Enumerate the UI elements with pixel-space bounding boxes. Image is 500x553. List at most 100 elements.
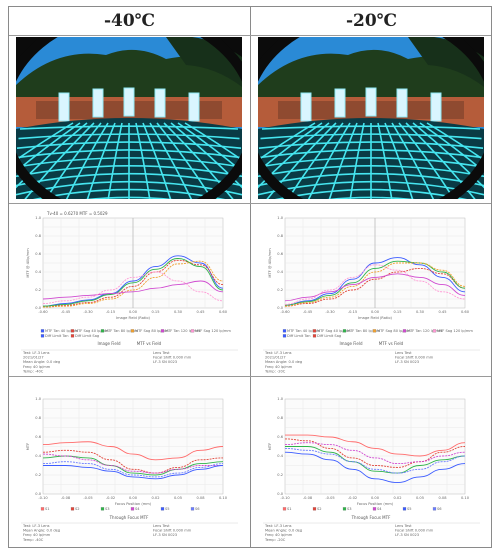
y-tick-label: 0.0 bbox=[35, 492, 41, 496]
legend-label: MTF Tan 120 lp/mm bbox=[407, 329, 443, 333]
series-line bbox=[42, 449, 224, 474]
grid-line-vertical bbox=[177, 122, 242, 173]
info-left-line: Temp: -20C bbox=[264, 369, 286, 373]
y-axis-label: MTF @ 40lp/mm bbox=[26, 248, 30, 278]
y-tick-label: 0.8 bbox=[35, 234, 41, 238]
x-axis-label: Focus Position (mm) bbox=[115, 502, 152, 506]
y-axis-label: MTF @ 40lp/mm bbox=[268, 248, 272, 278]
chart-footer: MTF vs Field bbox=[137, 341, 162, 346]
y-tick-label: 0.0 bbox=[35, 306, 41, 310]
legend-label: S6 bbox=[195, 507, 200, 511]
legend-swatch bbox=[432, 329, 437, 333]
legend-label: S3 bbox=[105, 507, 110, 511]
legend-swatch bbox=[190, 329, 195, 333]
legend-swatch bbox=[100, 507, 105, 511]
grid-line-vertical bbox=[349, 122, 365, 199]
info-left-line: Test: LF-3 Lens bbox=[264, 524, 292, 528]
series-line bbox=[285, 446, 466, 474]
legend-swatch bbox=[160, 329, 165, 333]
pillar bbox=[334, 88, 346, 118]
grid-line-vertical bbox=[426, 122, 484, 161]
y-tick-label: 0.6 bbox=[35, 435, 41, 439]
legend-label: Diff Limit Sag bbox=[317, 334, 341, 338]
info-right-line: Focal Shift 0.000 mm bbox=[153, 356, 192, 360]
legend-swatch bbox=[312, 334, 317, 338]
legend-swatch bbox=[40, 334, 45, 338]
legend-label: Diff Limit Tan bbox=[45, 334, 69, 338]
info-right-line: Lens Test bbox=[395, 524, 412, 528]
y-axis-label: MTF bbox=[268, 443, 272, 450]
y-tick-label: 0.2 bbox=[35, 288, 41, 292]
pillar bbox=[300, 92, 312, 122]
y-tick-label: 0.6 bbox=[277, 252, 283, 256]
field-mtf-chart-minus-40: -0.60 -0.45 -0.30 -0.15 0.00 0.15 0.30 0.45 0.60… bbox=[13, 206, 246, 374]
x-tick-label: 0.30 bbox=[416, 310, 425, 314]
x-tick-label: -0.30 bbox=[325, 310, 335, 314]
y-tick-label: 1.0 bbox=[35, 216, 41, 220]
pillar bbox=[123, 87, 135, 117]
x-tick-label: -0.45 bbox=[61, 310, 70, 314]
legend-swatch bbox=[342, 507, 347, 511]
series-line bbox=[284, 451, 466, 484]
grid-line-vertical bbox=[377, 122, 393, 199]
info-right-line: LF-3 SN 0023 bbox=[395, 360, 419, 364]
x-tick-label: -0.10 bbox=[38, 496, 48, 500]
x-tick-label: 0.15 bbox=[151, 310, 159, 314]
legend-swatch bbox=[40, 329, 45, 333]
grid-line-vertical bbox=[405, 122, 476, 199]
legend-label: S2 bbox=[317, 507, 322, 511]
legend-label: S4 bbox=[377, 507, 382, 511]
legend-swatch bbox=[432, 507, 437, 511]
series-line bbox=[284, 264, 466, 305]
focus-mtf-chart-minus-40: -0.10 -0.08 -0.05 -0.02 0.00 0.02 0.05 0.08 0.10… bbox=[13, 379, 246, 547]
legend-label: Diff Limit Tan bbox=[287, 334, 311, 338]
legend-label: S6 bbox=[437, 507, 442, 511]
info-left-line: Temp: -20C bbox=[264, 538, 286, 542]
legend-label: MTF Sag 80 lp/mm bbox=[377, 329, 411, 333]
y-tick-label: 0.8 bbox=[277, 416, 283, 420]
legend-label: MTF Sag 120 lp/mm bbox=[437, 329, 473, 333]
x-tick-label: -0.45 bbox=[303, 310, 312, 314]
series-line bbox=[42, 453, 223, 474]
info-right-line: Focal Shift 0.000 mm bbox=[395, 356, 434, 360]
series-line bbox=[42, 441, 224, 461]
header-minus-20: -20℃ bbox=[345, 11, 398, 31]
legend-swatch bbox=[70, 334, 75, 338]
row-divider-2 bbox=[9, 376, 491, 377]
y-tick-label: 0.6 bbox=[277, 435, 283, 439]
legend-label: MTF Tan 80 lp/mm bbox=[347, 329, 380, 333]
legend-label: S5 bbox=[407, 507, 412, 511]
legend-swatch bbox=[190, 507, 195, 511]
row-divider-1 bbox=[9, 203, 491, 204]
info-left-line: Freq: 40 lp/mm bbox=[23, 533, 51, 537]
x-tick-label: 0.60 bbox=[219, 310, 228, 314]
info-left-line: Mean Angle: 0.0 deg bbox=[265, 360, 302, 364]
grid-line-vertical bbox=[328, 122, 358, 199]
x-tick-label: 0.08 bbox=[438, 496, 447, 500]
legend-swatch bbox=[282, 334, 287, 338]
grid-line-vertical bbox=[419, 122, 484, 173]
info-right-line: Focal Shift 0.000 mm bbox=[395, 529, 434, 533]
info-left-line: Freq: 40 lp/mm bbox=[265, 533, 293, 537]
x-tick-label: -0.02 bbox=[348, 496, 357, 500]
info-left-line: Mean Angle: 0.0 deg bbox=[23, 529, 60, 533]
grid-line-vertical bbox=[412, 122, 484, 189]
x-tick-label: 0.00 bbox=[129, 310, 138, 314]
pillar bbox=[92, 88, 104, 118]
x-tick-label: -0.05 bbox=[325, 496, 334, 500]
x-axis-label: Image Field (Ratio) bbox=[116, 316, 150, 320]
info-left-line: Temp: -40C bbox=[22, 538, 44, 542]
grid-line-vertical bbox=[258, 122, 316, 161]
camera-photo-minus-20 bbox=[258, 37, 484, 199]
legend-swatch bbox=[372, 507, 377, 511]
x-tick-label: 0.30 bbox=[174, 310, 183, 314]
x-tick-label: -0.30 bbox=[83, 310, 93, 314]
grid-line-vertical bbox=[266, 122, 337, 199]
info-right-line: Lens Test bbox=[153, 524, 170, 528]
grid-line-vertical bbox=[384, 122, 414, 199]
series-line bbox=[43, 465, 224, 480]
series-line bbox=[284, 267, 466, 307]
grid-line-vertical bbox=[16, 122, 88, 189]
chart-annotation: Tv-40 = 0.6270 MTF = 0.5029 bbox=[46, 211, 108, 216]
x-tick-label: 0.00 bbox=[371, 310, 380, 314]
